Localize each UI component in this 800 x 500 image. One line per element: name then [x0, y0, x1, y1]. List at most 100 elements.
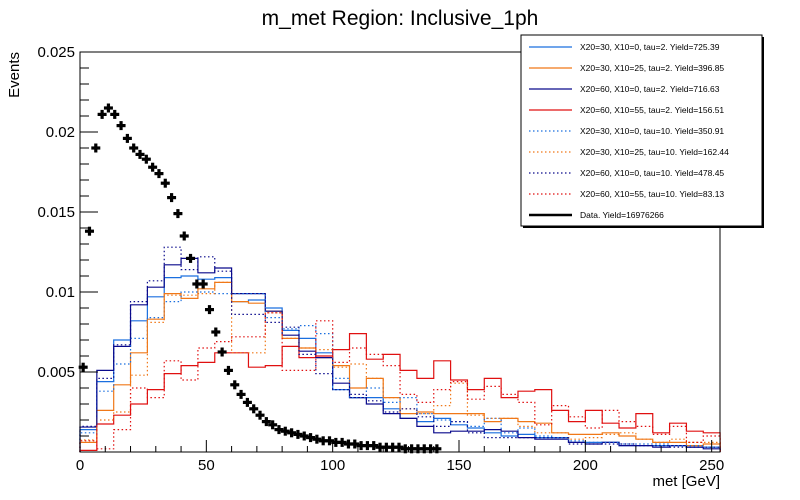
histogram-series-8 — [79, 312, 721, 452]
legend-label: X20=30, X10=25, tau=2. Yield=396.85 — [580, 63, 724, 73]
data-point — [274, 425, 284, 435]
data-point — [280, 426, 290, 436]
data-point — [211, 327, 221, 337]
data-point — [223, 365, 233, 375]
data-point — [160, 178, 170, 188]
data-point — [306, 433, 316, 443]
data-point — [110, 109, 120, 119]
chart-title: m_met Region: Inclusive_1ph — [262, 7, 539, 30]
legend-label: X20=30, X10=0, tau=2. Yield=725.39 — [580, 42, 720, 52]
histogram-series-3 — [79, 257, 721, 452]
data-points — [78, 103, 442, 454]
data-point — [369, 441, 379, 451]
legend-label: X20=30, X10=25, tau=10. Yield=162.44 — [580, 147, 729, 157]
data-point — [255, 410, 265, 420]
legend-entry: X20=60, X10=0, tau=2. Yield=716.63 — [529, 84, 720, 94]
x-tick-label: 50 — [198, 457, 215, 474]
data-point — [331, 437, 341, 447]
plot-frame — [79, 51, 721, 453]
histogram-series — [79, 246, 721, 452]
data-point — [325, 436, 335, 446]
data-point — [167, 193, 177, 203]
x-axis: 0 50 100 150 200 250 — [76, 440, 724, 474]
data-point — [381, 442, 391, 452]
x-tick-label: 0 — [76, 457, 84, 474]
legend-label: X20=60, X10=55, tau=10. Yield=83.13 — [580, 189, 724, 199]
data-point — [287, 428, 297, 438]
legend-label: X20=30, X10=0, tau=10. Yield=350.91 — [580, 126, 724, 136]
data-point — [103, 103, 113, 113]
legend-entry: X20=60, X10=55, tau=2. Yield=156.51 — [529, 105, 724, 115]
data-point — [129, 143, 139, 153]
data-point — [362, 441, 372, 451]
histogram-series-6 — [79, 281, 721, 452]
y-tick-label: 0.015 — [37, 204, 75, 221]
legend-entry: X20=60, X10=55, tau=10. Yield=83.13 — [529, 189, 724, 199]
data-point — [154, 169, 164, 179]
data-point — [179, 231, 189, 241]
data-point — [236, 389, 246, 399]
data-point — [312, 434, 322, 444]
y-axis: 0.005 0.01 0.015 0.02 0.025 — [37, 44, 98, 437]
data-point — [192, 279, 202, 289]
data-point — [375, 442, 385, 452]
data-point — [173, 209, 183, 219]
data-point — [148, 162, 158, 172]
legend-entry: X20=60, X10=0, tau=10. Yield=478.45 — [529, 168, 724, 178]
legend-label: X20=60, X10=0, tau=10. Yield=478.45 — [580, 168, 724, 178]
plot-border — [79, 51, 721, 453]
data-point — [230, 380, 240, 390]
legend: X20=30, X10=0, tau=2. Yield=725.39 X20=30… — [520, 34, 764, 228]
data-point — [268, 420, 278, 430]
data-point — [116, 121, 126, 131]
data-point — [318, 436, 328, 446]
y-axis-label: Events — [6, 52, 23, 98]
data-point — [350, 439, 360, 449]
data-point — [400, 444, 410, 454]
data-point — [186, 253, 196, 263]
data-point — [84, 226, 94, 236]
data-point — [198, 279, 208, 289]
x-tick-label: 200 — [573, 457, 598, 474]
histogram-series-4 — [79, 333, 721, 452]
data-point — [388, 442, 398, 452]
data-point — [204, 305, 214, 315]
data-point — [394, 442, 404, 452]
legend-entry: X20=30, X10=0, tau=10. Yield=350.91 — [529, 126, 724, 136]
data-point — [337, 437, 347, 447]
legend-label: X20=60, X10=55, tau=2. Yield=156.51 — [580, 105, 724, 115]
y-tick-label: 0.02 — [46, 124, 75, 141]
data-point — [78, 362, 88, 372]
data-point — [217, 347, 227, 357]
data-point — [299, 431, 309, 441]
y-tick-label: 0.01 — [46, 284, 75, 301]
x-axis-label: met [GeV] — [652, 473, 720, 490]
x-tick-label: 250 — [699, 457, 724, 474]
y-tick-label: 0.025 — [37, 44, 75, 61]
data-point — [249, 404, 259, 414]
data-point — [413, 444, 423, 454]
x-tick-label: 100 — [320, 457, 345, 474]
data-point — [122, 133, 132, 143]
data-point — [356, 441, 366, 451]
data-point — [261, 417, 271, 427]
data-point — [343, 439, 353, 449]
data-point — [91, 143, 101, 153]
data-point — [419, 444, 429, 454]
data-point — [432, 444, 442, 454]
legend-label: Data. Yield=16976266 — [580, 210, 664, 220]
legend-entry: Data. Yield=16976266 — [529, 210, 664, 220]
data-point — [426, 444, 436, 454]
data-point — [97, 109, 107, 119]
data-point — [293, 429, 303, 439]
legend-entry: X20=30, X10=25, tau=10. Yield=162.44 — [529, 147, 729, 157]
data-point — [407, 444, 417, 454]
data-point — [135, 149, 145, 159]
legend-label: X20=60, X10=0, tau=2. Yield=716.63 — [580, 84, 720, 94]
data-point — [242, 397, 252, 407]
y-tick-label: 0.005 — [37, 364, 75, 381]
data-point — [141, 154, 151, 164]
x-tick-label: 150 — [446, 457, 471, 474]
legend-entry: X20=30, X10=25, tau=2. Yield=396.85 — [529, 63, 724, 73]
